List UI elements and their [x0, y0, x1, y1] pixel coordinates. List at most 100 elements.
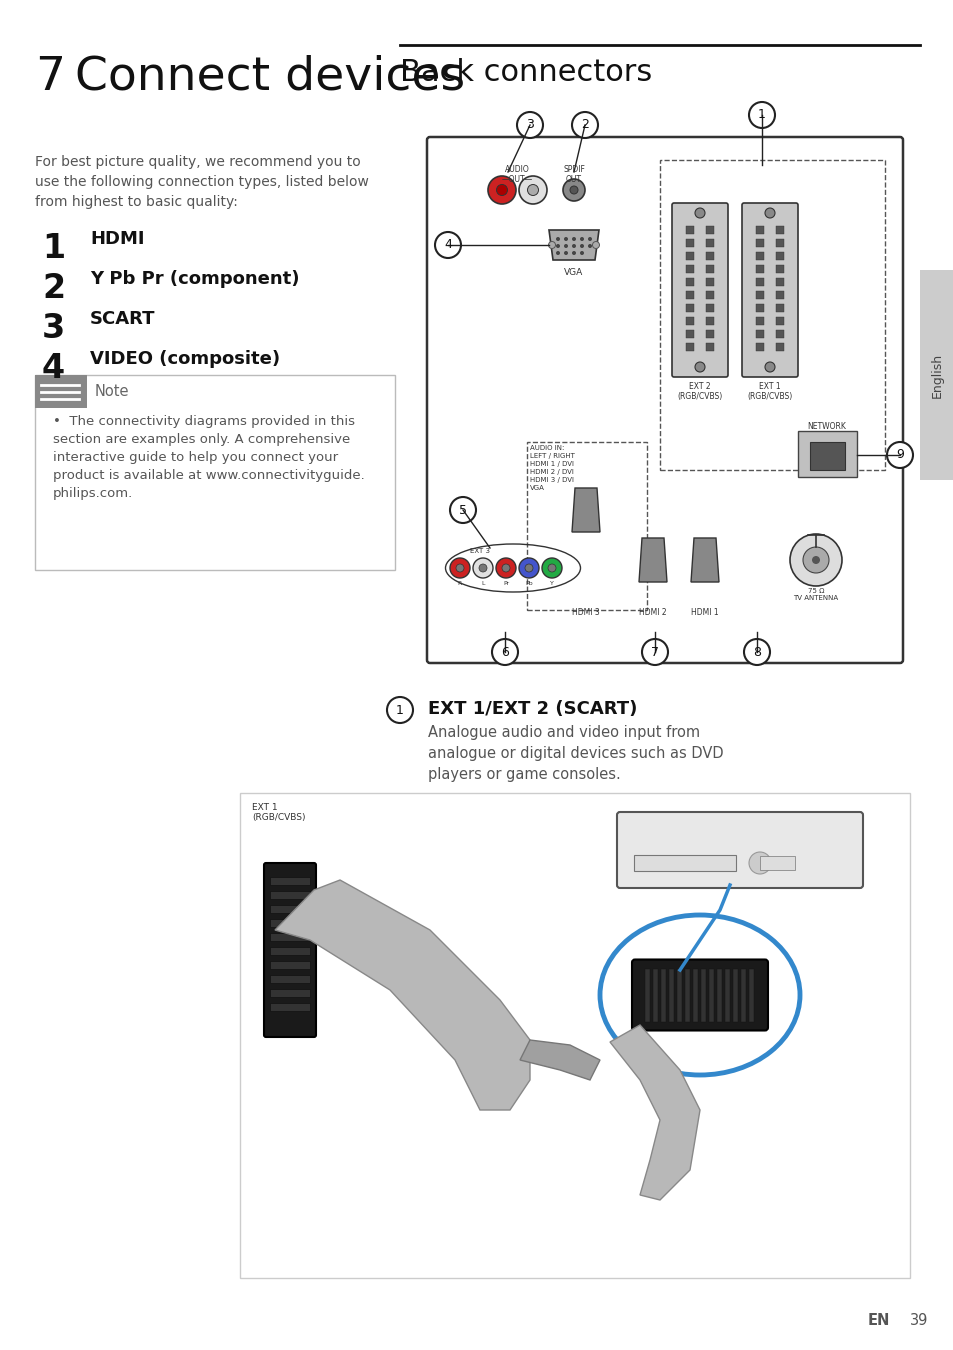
Bar [732, 968, 738, 1022]
Circle shape [527, 185, 537, 196]
Bar [270, 933, 310, 941]
Bar [755, 239, 763, 247]
Text: Y Pb Pr (component): Y Pb Pr (component) [90, 270, 299, 288]
Circle shape [695, 208, 704, 217]
FancyBboxPatch shape [919, 270, 953, 481]
Bar [270, 891, 310, 899]
Text: 39: 39 [909, 1314, 927, 1328]
Text: R: R [457, 580, 461, 586]
Text: AUDIO
—OUT—: AUDIO —OUT— [501, 165, 532, 185]
Bar [775, 265, 783, 273]
Circle shape [811, 556, 820, 564]
Circle shape [579, 251, 583, 255]
Circle shape [435, 232, 460, 258]
Text: 4: 4 [443, 239, 452, 251]
Bar [755, 225, 763, 234]
Circle shape [556, 251, 559, 255]
Text: 3: 3 [42, 312, 65, 346]
Text: 75 Ω
TV ANTENNA: 75 Ω TV ANTENNA [793, 589, 838, 601]
Text: •  The connectivity diagrams provided in this
section are examples only. A compr: • The connectivity diagrams provided in … [53, 414, 364, 500]
Bar [270, 990, 310, 998]
Text: 6: 6 [500, 645, 508, 659]
Circle shape [569, 186, 578, 194]
Bar [755, 304, 763, 312]
Text: 1: 1 [395, 703, 403, 717]
Bar [660, 968, 665, 1022]
Circle shape [748, 103, 774, 128]
Bar [809, 441, 844, 470]
Text: 7: 7 [35, 55, 65, 100]
Polygon shape [572, 487, 599, 532]
Bar [705, 225, 713, 234]
Circle shape [563, 251, 567, 255]
Bar [775, 252, 783, 261]
Bar [685, 252, 693, 261]
Circle shape [743, 639, 769, 666]
Text: 8: 8 [752, 645, 760, 659]
FancyBboxPatch shape [631, 960, 767, 1030]
Polygon shape [639, 539, 666, 582]
Bar [685, 317, 693, 325]
Circle shape [517, 112, 542, 138]
Polygon shape [690, 539, 719, 582]
Text: VIDEO (composite): VIDEO (composite) [90, 350, 280, 369]
Polygon shape [519, 1040, 599, 1080]
Bar [705, 317, 713, 325]
Text: EXT 1
(RGB/CVBS): EXT 1 (RGB/CVBS) [252, 803, 305, 822]
Bar [270, 919, 310, 927]
Text: Connect devices: Connect devices [75, 55, 465, 100]
Circle shape [572, 112, 598, 138]
Circle shape [548, 242, 555, 248]
Circle shape [592, 242, 598, 248]
Text: HDMI 3: HDMI 3 [572, 608, 599, 617]
Bar [705, 265, 713, 273]
Circle shape [501, 564, 510, 572]
Bar [755, 292, 763, 298]
Text: For best picture quality, we recommend you to
use the following connection types: For best picture quality, we recommend y… [35, 155, 369, 209]
Bar [685, 292, 693, 298]
Polygon shape [609, 1025, 700, 1200]
Circle shape [547, 564, 556, 572]
Bar [760, 856, 794, 869]
Circle shape [473, 558, 493, 578]
Text: EXT 1/EXT 2 (SCART): EXT 1/EXT 2 (SCART) [428, 701, 637, 718]
FancyBboxPatch shape [634, 855, 735, 871]
Bar [652, 968, 658, 1022]
Text: EXT 3: EXT 3 [470, 548, 490, 554]
Bar [705, 292, 713, 298]
Circle shape [488, 176, 516, 204]
Text: HDMI 1: HDMI 1 [691, 608, 718, 617]
Bar [775, 278, 783, 286]
Text: Pb: Pb [525, 580, 533, 586]
Bar [775, 304, 783, 312]
Bar [775, 239, 783, 247]
Bar [270, 961, 310, 969]
Bar [775, 343, 783, 351]
Text: Note: Note [95, 385, 130, 400]
Bar [755, 265, 763, 273]
Circle shape [579, 238, 583, 242]
Bar [717, 968, 721, 1022]
Circle shape [387, 697, 413, 724]
Text: 3: 3 [525, 119, 534, 131]
Circle shape [789, 535, 841, 586]
Text: Pr: Pr [502, 580, 509, 586]
Circle shape [450, 497, 476, 522]
Polygon shape [274, 880, 530, 1110]
Text: EXT 1
(RGB/CVBS): EXT 1 (RGB/CVBS) [746, 382, 792, 401]
Bar [755, 317, 763, 325]
Bar [270, 878, 310, 886]
Circle shape [562, 180, 584, 201]
FancyBboxPatch shape [35, 375, 395, 570]
Text: English: English [929, 352, 943, 397]
Circle shape [579, 244, 583, 248]
Bar [775, 329, 783, 338]
Bar [685, 225, 693, 234]
Bar [708, 968, 713, 1022]
Text: 2: 2 [42, 271, 65, 305]
Text: 1: 1 [758, 108, 765, 122]
Circle shape [556, 244, 559, 248]
Bar [684, 968, 689, 1022]
Bar [685, 329, 693, 338]
Circle shape [478, 564, 486, 572]
